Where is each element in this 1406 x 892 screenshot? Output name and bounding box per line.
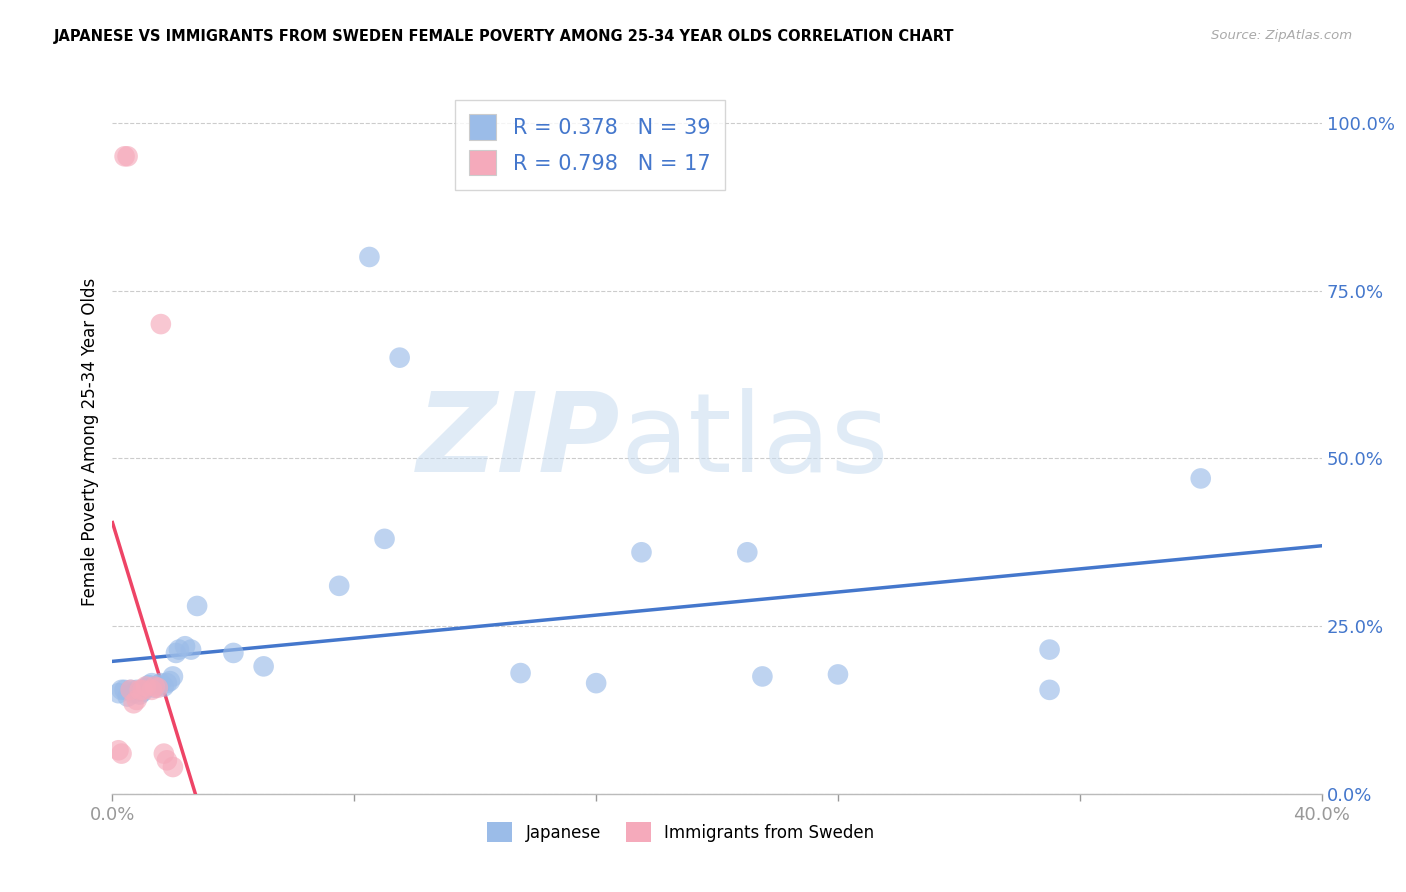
Point: [174, 639, 197, 653]
Legend: Japanese, Immigrants from Sweden: Japanese, Immigrants from Sweden: [481, 815, 882, 849]
Point: [128, 682, 150, 697]
Text: ZIP: ZIP: [416, 388, 620, 495]
Point: [156, 676, 179, 690]
Point: [165, 646, 187, 660]
Point: [120, 682, 142, 697]
Point: [827, 667, 849, 681]
Point: [630, 545, 652, 559]
Point: [167, 642, 190, 657]
Point: [122, 696, 145, 710]
Point: [153, 680, 176, 694]
Point: [509, 666, 531, 681]
Point: [180, 642, 202, 657]
Point: [125, 693, 148, 707]
Point: [186, 599, 208, 613]
Point: [143, 680, 166, 694]
Point: [107, 686, 129, 700]
Point: [374, 532, 396, 546]
Point: [1038, 642, 1062, 657]
Point: [132, 682, 155, 697]
Point: [117, 690, 139, 704]
Point: [359, 250, 381, 264]
Point: [253, 659, 276, 673]
Point: [135, 680, 157, 694]
Text: atlas: atlas: [620, 388, 889, 495]
Point: [132, 685, 155, 699]
Point: [149, 676, 172, 690]
Point: [143, 681, 166, 695]
Point: [222, 646, 245, 660]
Point: [128, 688, 150, 702]
Point: [156, 753, 179, 767]
Point: [146, 678, 169, 692]
Point: [135, 681, 157, 695]
Point: [120, 682, 142, 697]
Point: [1038, 682, 1062, 697]
Point: [159, 674, 181, 689]
Point: [114, 149, 136, 163]
Point: [751, 669, 773, 683]
Point: [585, 676, 607, 690]
Point: [141, 676, 163, 690]
Point: [117, 149, 139, 163]
Point: [149, 317, 172, 331]
Point: [107, 743, 129, 757]
Point: [153, 747, 176, 761]
Point: [141, 682, 163, 697]
Point: [328, 579, 350, 593]
Point: [110, 682, 132, 697]
Y-axis label: Female Poverty Among 25-34 Year Olds: Female Poverty Among 25-34 Year Olds: [80, 277, 98, 606]
Point: [110, 747, 132, 761]
Point: [114, 682, 136, 697]
Text: Source: ZipAtlas.com: Source: ZipAtlas.com: [1212, 29, 1353, 42]
Point: [737, 545, 759, 559]
Point: [162, 760, 184, 774]
Point: [125, 682, 148, 697]
Point: [138, 678, 160, 692]
Point: [162, 669, 184, 683]
Point: [146, 681, 169, 695]
Point: [388, 351, 411, 365]
Point: [122, 686, 145, 700]
Text: JAPANESE VS IMMIGRANTS FROM SWEDEN FEMALE POVERTY AMONG 25-34 YEAR OLDS CORRELAT: JAPANESE VS IMMIGRANTS FROM SWEDEN FEMAL…: [53, 29, 953, 44]
Point: [1189, 471, 1212, 485]
